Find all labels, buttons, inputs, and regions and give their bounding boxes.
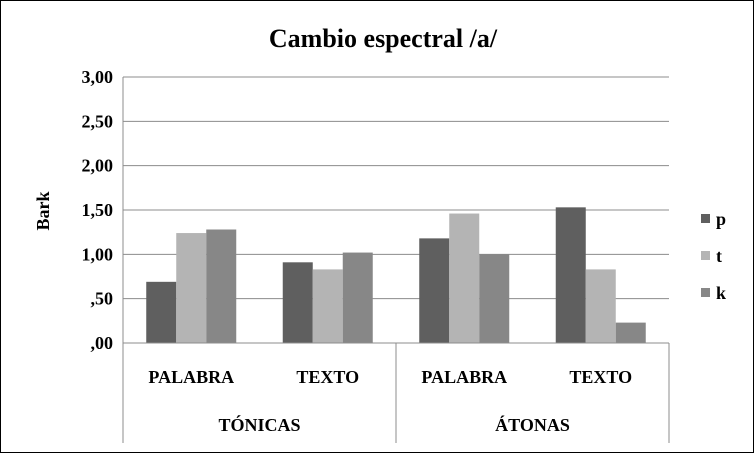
bar-k-4 bbox=[615, 322, 646, 343]
bar-p-1 bbox=[146, 281, 177, 343]
y-tick-label: 1,00 bbox=[82, 244, 114, 264]
bar-t-1 bbox=[176, 233, 207, 343]
bar-p-2 bbox=[282, 262, 313, 343]
y-tick-label: 2,50 bbox=[82, 111, 114, 131]
x-category-label: TEXTO bbox=[569, 367, 632, 387]
legend-label-p: p bbox=[716, 209, 726, 229]
x-category-label: PALABRA bbox=[421, 367, 507, 387]
bar-k-1 bbox=[206, 229, 237, 343]
bar-t-2 bbox=[312, 269, 343, 343]
bar-k-3 bbox=[479, 254, 510, 343]
y-tick-label: 2,00 bbox=[82, 156, 114, 176]
x-group-label: TÓNICAS bbox=[218, 414, 300, 435]
bar-t-3 bbox=[449, 213, 480, 343]
legend-label-k: k bbox=[716, 283, 726, 303]
y-tick-label: 3,00 bbox=[82, 67, 114, 87]
x-group-label: ÁTONAS bbox=[495, 414, 570, 435]
legend: ptk bbox=[701, 209, 726, 303]
x-category-label: PALABRA bbox=[148, 367, 234, 387]
y-tick-label: ,00 bbox=[91, 333, 114, 353]
x-group-labels: TÓNICAS ÁTONAS bbox=[218, 414, 569, 435]
axes bbox=[122, 77, 670, 443]
x-category-label: TEXTO bbox=[296, 367, 359, 387]
legend-swatch-p bbox=[701, 214, 710, 223]
legend-swatch-k bbox=[701, 288, 710, 297]
legend-swatch-t bbox=[701, 251, 710, 260]
bar-k-2 bbox=[342, 252, 373, 343]
bars bbox=[146, 207, 646, 343]
y-tick-labels: ,00 ,50 1,00 1,50 2,00 2,50 3,00 bbox=[82, 67, 114, 353]
legend-label-t: t bbox=[716, 246, 722, 266]
bar-p-3 bbox=[419, 238, 450, 343]
y-axis-label: Bark bbox=[33, 191, 53, 230]
bar-p-4 bbox=[555, 207, 586, 343]
y-tick-label: 1,50 bbox=[82, 200, 114, 220]
chart-title: Cambio espectral /a/ bbox=[269, 24, 498, 53]
x-category-labels: PALABRA TEXTO PALABRA TEXTO bbox=[148, 367, 632, 387]
y-tick-label: ,50 bbox=[91, 289, 114, 309]
bar-t-4 bbox=[585, 269, 616, 343]
